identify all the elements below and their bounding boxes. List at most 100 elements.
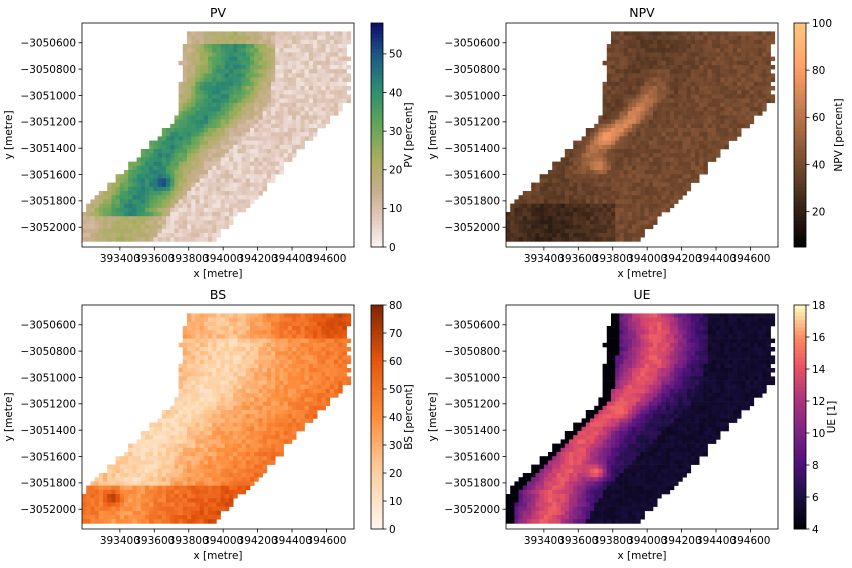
heatmap-cell bbox=[271, 178, 276, 183]
heatmap-cell bbox=[321, 77, 326, 83]
heatmap-cell bbox=[552, 228, 557, 234]
heatmap-cell bbox=[644, 216, 650, 221]
heatmap-cell bbox=[292, 132, 297, 137]
heatmap-cell bbox=[699, 111, 704, 116]
heatmap-cell bbox=[195, 220, 200, 225]
heatmap-cell bbox=[191, 376, 196, 381]
heatmap-cell bbox=[245, 321, 251, 327]
heatmap-cell bbox=[644, 144, 650, 150]
colorbar-segment bbox=[371, 142, 383, 147]
heatmap-cell bbox=[581, 233, 587, 238]
heatmap-cell bbox=[640, 132, 645, 137]
heatmap-cell bbox=[690, 123, 696, 129]
heatmap-cell bbox=[216, 178, 221, 183]
heatmap-cell bbox=[644, 73, 650, 78]
heatmap-cell bbox=[678, 81, 683, 87]
heatmap-cell bbox=[304, 410, 310, 415]
heatmap-cell bbox=[187, 94, 192, 99]
heatmap-cell bbox=[170, 161, 175, 167]
heatmap-cell bbox=[711, 90, 717, 95]
heatmap-cell bbox=[170, 186, 175, 192]
heatmap-cell bbox=[271, 98, 276, 104]
heatmap-cell bbox=[615, 128, 620, 133]
heatmap-cell bbox=[619, 207, 624, 213]
heatmap-cell bbox=[140, 233, 146, 238]
heatmap-cell bbox=[653, 161, 658, 167]
heatmap-cell bbox=[283, 334, 289, 339]
heatmap-cell bbox=[758, 65, 763, 70]
heatmap-cell bbox=[657, 174, 662, 179]
heatmap-cell bbox=[203, 401, 209, 407]
colorbar-segment bbox=[794, 213, 806, 218]
heatmap-cell bbox=[669, 111, 675, 116]
heatmap-cell bbox=[220, 393, 226, 398]
heatmap-cell bbox=[254, 90, 259, 95]
heatmap-cell bbox=[229, 123, 234, 129]
heatmap-cell bbox=[598, 186, 603, 192]
heatmap-cell bbox=[770, 77, 776, 83]
heatmap-cell bbox=[745, 115, 750, 120]
colorbar-segment bbox=[371, 41, 383, 46]
heatmap-cell bbox=[329, 342, 335, 348]
heatmap-cell bbox=[98, 237, 104, 242]
heatmap-cell bbox=[564, 161, 570, 167]
heatmap-cell bbox=[182, 220, 188, 225]
heatmap-cell bbox=[191, 52, 196, 57]
heatmap-cell bbox=[313, 389, 318, 394]
heatmap-cell bbox=[174, 165, 179, 171]
heatmap-cell bbox=[522, 216, 528, 221]
heatmap-cell bbox=[296, 31, 301, 36]
heatmap-cell bbox=[737, 39, 742, 45]
heatmap-cell bbox=[695, 90, 700, 95]
heatmap-cell bbox=[313, 330, 318, 335]
heatmap-cell bbox=[182, 212, 188, 217]
heatmap-cell bbox=[594, 123, 599, 129]
heatmap-cell bbox=[329, 94, 335, 99]
heatmap-cell bbox=[304, 372, 310, 377]
heatmap-cell bbox=[506, 237, 511, 242]
heatmap-cell bbox=[594, 165, 599, 171]
heatmap-cell bbox=[762, 81, 767, 87]
heatmap-cell bbox=[602, 224, 608, 230]
heatmap-cell bbox=[191, 363, 196, 369]
heatmap-cell bbox=[140, 161, 146, 167]
heatmap-cell bbox=[535, 203, 540, 209]
heatmap-cell bbox=[216, 334, 221, 339]
heatmap-cell bbox=[195, 128, 200, 133]
heatmap-cell bbox=[296, 90, 301, 95]
heatmap-cell bbox=[308, 107, 314, 112]
heatmap-cell bbox=[229, 389, 234, 394]
heatmap-cell bbox=[686, 98, 692, 104]
heatmap-cell bbox=[674, 174, 679, 179]
heatmap-cell bbox=[632, 31, 637, 36]
heatmap-cell bbox=[300, 317, 305, 323]
heatmap-cell bbox=[237, 410, 242, 415]
heatmap-cell bbox=[199, 228, 205, 234]
heatmap-cell bbox=[182, 119, 188, 125]
heatmap-cell bbox=[224, 199, 230, 204]
heatmap-cell bbox=[745, 48, 750, 53]
heatmap-cell bbox=[254, 178, 259, 183]
heatmap-cell bbox=[632, 77, 637, 83]
heatmap-cell bbox=[665, 178, 671, 183]
heatmap-cell bbox=[724, 52, 729, 57]
heatmap-cell bbox=[283, 321, 289, 327]
heatmap-cell bbox=[313, 31, 318, 36]
heatmap-cell bbox=[224, 73, 230, 78]
heatmap-cell bbox=[737, 60, 742, 66]
heatmap-cell bbox=[220, 363, 226, 369]
heatmap-cell bbox=[136, 207, 142, 213]
heatmap-cell bbox=[569, 174, 574, 179]
heatmap-cell bbox=[317, 313, 322, 318]
heatmap-cell bbox=[254, 149, 259, 154]
heatmap-cell bbox=[690, 73, 696, 78]
heatmap-cell bbox=[644, 44, 650, 49]
heatmap-cell bbox=[237, 81, 242, 87]
heatmap-cell bbox=[275, 39, 280, 45]
heatmap-cell bbox=[338, 313, 343, 318]
heatmap-cell bbox=[745, 35, 750, 41]
heatmap-cell bbox=[762, 44, 767, 49]
heatmap-cell bbox=[258, 334, 263, 339]
heatmap-cell bbox=[539, 233, 545, 238]
colorbar-segment bbox=[371, 239, 383, 244]
